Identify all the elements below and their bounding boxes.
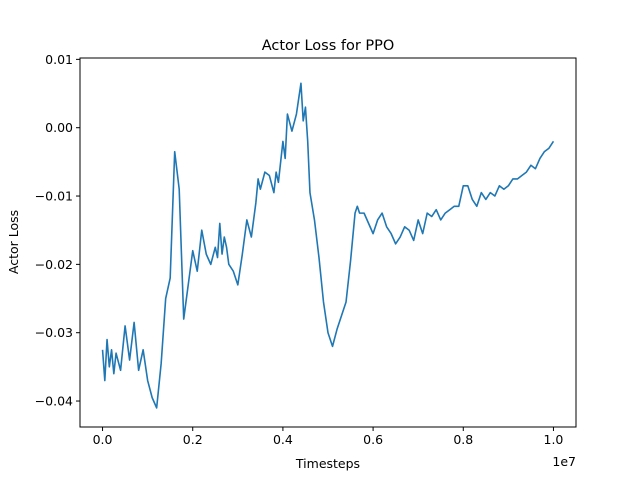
plot-area <box>101 82 555 409</box>
x-tick-label: 0.4 <box>273 432 293 447</box>
x-axis-label: Timesteps <box>295 456 360 471</box>
y-tick-label: 0.00 <box>45 120 73 135</box>
x-tick-label: 0.0 <box>93 432 113 447</box>
x-tick-label: 0.8 <box>453 432 473 447</box>
x-axis: 0.0 0.2 0.4 0.6 0.8 1.0 <box>93 427 564 447</box>
series-line <box>101 82 555 409</box>
y-tick-label: −0.03 <box>35 325 73 340</box>
y-tick-label: −0.01 <box>35 189 73 204</box>
axes-frame <box>79 57 577 428</box>
x-tick-label: 0.2 <box>183 432 203 447</box>
y-tick-label: 0.01 <box>45 52 73 67</box>
y-axis-label: Actor Loss <box>6 210 21 274</box>
y-axis: −0.04 −0.03 −0.02 −0.01 0.00 0.01 <box>35 52 80 409</box>
x-axis-offset-label: 1e7 <box>552 454 576 469</box>
y-tick-label: −0.02 <box>35 257 73 272</box>
x-tick-label: 1.0 <box>544 432 564 447</box>
x-tick-label: 0.6 <box>363 432 383 447</box>
y-tick-label: −0.04 <box>35 394 73 409</box>
chart-title: Actor Loss for PPO <box>262 38 395 54</box>
